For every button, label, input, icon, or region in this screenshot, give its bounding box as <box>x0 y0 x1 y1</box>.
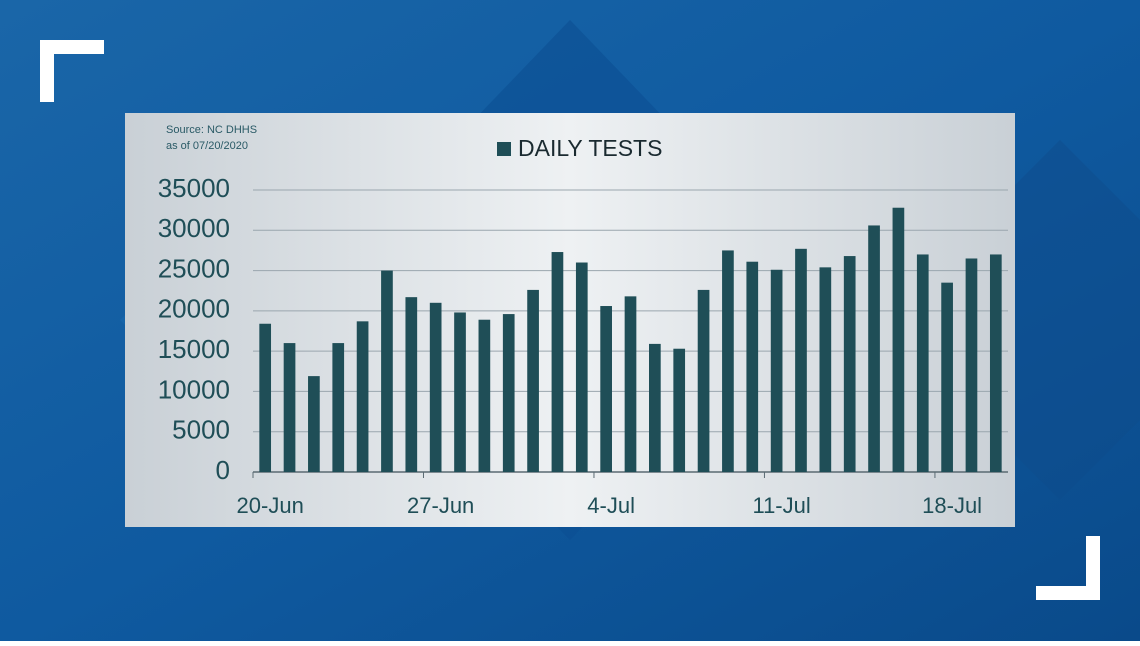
bar <box>892 207 905 472</box>
plot: 0 5000 10000 15000 20000 25000 30000 35000 DAILY… <box>158 135 1008 518</box>
y-tick-label: 10000 <box>158 374 230 404</box>
chart-panel <box>125 113 1015 527</box>
bar <box>502 314 515 472</box>
y-tick-label: 35000 <box>158 173 230 203</box>
bar <box>868 225 880 472</box>
bar <box>722 250 734 472</box>
bar <box>356 321 369 472</box>
bar <box>941 282 953 472</box>
bar <box>697 289 710 472</box>
bar <box>989 254 1002 472</box>
y-tick-label: 30000 <box>158 213 230 243</box>
bar <box>405 297 418 472</box>
bar <box>308 376 320 472</box>
bar <box>429 302 442 472</box>
y-tick-label: 20000 <box>158 294 230 324</box>
bar <box>916 254 929 472</box>
bar <box>332 343 345 472</box>
bar <box>381 270 393 472</box>
bar <box>649 343 661 472</box>
bar <box>746 261 759 472</box>
x-tick-label: 18-Jul <box>922 493 982 518</box>
bar <box>454 312 466 472</box>
bar <box>259 323 272 472</box>
x-tick-label: 11-Jul <box>752 493 810 518</box>
bar <box>600 306 612 472</box>
x-tick-label: 20-Jun <box>237 493 304 518</box>
legend-swatch <box>497 142 511 156</box>
corner-bracket <box>40 40 104 102</box>
bar <box>843 256 856 472</box>
bar <box>575 262 588 472</box>
x-tick-label: 4-Jul <box>587 493 635 518</box>
x-tick-label: 27-Jun <box>407 493 474 518</box>
y-tick-label: 0 <box>216 455 230 485</box>
source-date: as of 07/20/2020 <box>166 140 248 152</box>
bar <box>527 289 539 472</box>
bar <box>770 269 783 472</box>
bar <box>819 267 832 472</box>
legend-label: DAILY TESTS <box>518 135 662 161</box>
bar <box>283 343 296 472</box>
bar <box>965 258 978 472</box>
y-tick-label: 5000 <box>172 415 230 445</box>
corner-bracket <box>1036 536 1100 600</box>
y-tick-label: 25000 <box>158 253 230 283</box>
bar <box>673 348 686 472</box>
bar <box>551 252 564 472</box>
source: Source: NC DHHS <box>166 124 257 136</box>
bar <box>795 248 807 472</box>
bar <box>478 319 491 472</box>
bar <box>624 296 637 472</box>
y-tick-label: 15000 <box>158 334 230 364</box>
